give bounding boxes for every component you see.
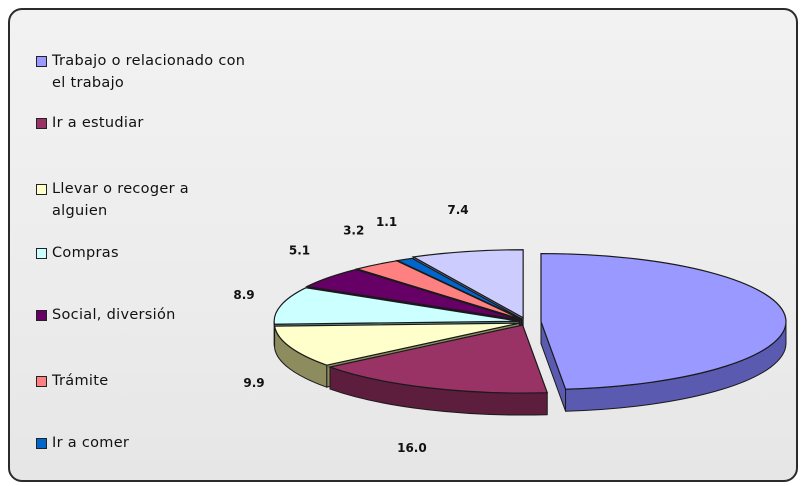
legend-label-trabajo: Trabajo o relacionado con el trabajo	[52, 53, 246, 91]
data-label-social-diversion: 5.1	[289, 244, 310, 258]
data-label-ir-a-estudiar: 16.0	[397, 441, 427, 455]
legend-swatch-tramite	[36, 376, 47, 387]
data-label-tramite: 3.2	[343, 223, 364, 237]
legend-item-compras: Compras	[36, 242, 246, 264]
legend-item-llevar: Llevar o recoger a alguien	[36, 178, 246, 222]
legend-label-tramite: Trámite	[52, 373, 109, 389]
legend-label-social: Social, diversión	[52, 307, 176, 323]
data-label-compras: 8.9	[233, 288, 254, 302]
pie-slice-ir-a-estudiar	[327, 324, 549, 394]
legend-swatch-social	[36, 310, 47, 321]
legend-label-compras: Compras	[52, 245, 119, 261]
legend-item-estudiar: Ir a estudiar	[36, 112, 246, 134]
legend-label-llevar: Llevar o recoger a alguien	[52, 181, 189, 219]
legend-item-social: Social, diversión	[36, 304, 246, 326]
legend-label-estudiar: Ir a estudiar	[52, 115, 144, 131]
legend-swatch-trabajo	[36, 56, 47, 67]
legend-label-comer: Ir a comer	[52, 435, 130, 451]
pie-slice-otro	[411, 249, 524, 319]
pie-chart: 48.416.09.98.95.13.21.17.4	[233, 203, 787, 455]
chart-frame: Trabajo o relacionado con el trabajo Ir …	[8, 8, 798, 482]
legend-swatch-compras	[36, 248, 47, 259]
pie-slice-trabajo-o-relacionado-con-el-trabajo	[540, 252, 787, 390]
data-label-otro: 7.4	[447, 203, 468, 217]
pie-slice-compras	[273, 287, 520, 325]
legend-swatch-estudiar	[36, 118, 47, 129]
legend-swatch-llevar	[36, 184, 47, 195]
pie-slice-llevar-o-recoger-a-alguien	[273, 322, 520, 366]
data-label-llevar-o-recoger-a-alguien: 9.9	[243, 376, 264, 390]
pie-slice-social-diversion	[305, 268, 521, 321]
legend-item-tramite: Trámite	[36, 370, 246, 392]
pie-slice-ir-a-comer	[395, 257, 523, 320]
legend-item-trabajo: Trabajo o relacionado con el trabajo	[36, 50, 246, 94]
legend-swatch-comer	[36, 438, 47, 449]
data-label-ir-a-comer: 1.1	[376, 215, 397, 229]
legend-item-comer: Ir a comer	[36, 432, 246, 454]
